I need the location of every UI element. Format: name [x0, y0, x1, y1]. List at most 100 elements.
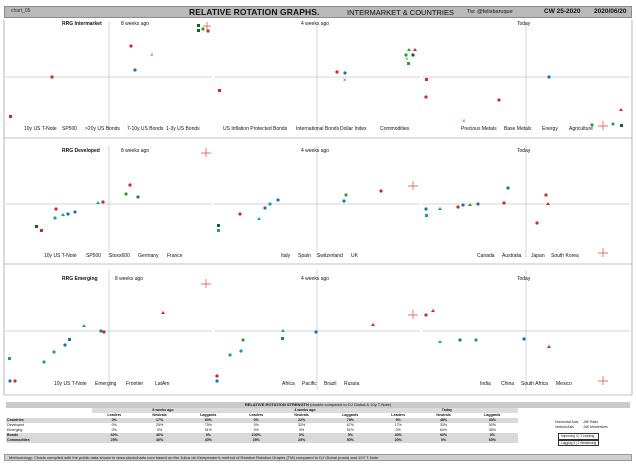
marker [408, 310, 418, 319]
table-cell: 60% [420, 433, 467, 438]
legend-item: 10y US T-Note [24, 126, 57, 132]
marker [476, 202, 480, 206]
marker [63, 343, 67, 347]
legend-item: India [480, 381, 491, 387]
marker [547, 75, 551, 79]
table-cell: 25% [278, 438, 325, 443]
legend-item: 1-3y US Bonds [166, 126, 200, 132]
marker [35, 225, 38, 228]
marker [218, 89, 221, 92]
table-row: Emerging 0% 9% 91% 0% 9% 91% 0% 64% 36% [6, 428, 518, 433]
marker [101, 200, 105, 204]
marker [413, 48, 417, 51]
table-cell: 33% [439, 423, 448, 427]
marker [407, 62, 410, 65]
panel-label: 8 weeks ago [115, 276, 144, 282]
marker [431, 309, 435, 312]
legend-item: Russia [344, 381, 360, 387]
marker [201, 27, 205, 31]
marker [217, 224, 220, 227]
marker [82, 324, 86, 327]
marker [438, 340, 442, 343]
panel-label: 8 weeks ago [121, 21, 150, 27]
marker [42, 360, 46, 364]
legend-item: Africa [282, 381, 295, 387]
table-row: Countries 0% 17% 83% 0% 22% 78% 9% 48% 43% [6, 418, 518, 423]
marker [228, 353, 232, 357]
table-cell: 33% [297, 423, 306, 427]
table-cell: 60% [466, 438, 518, 443]
legend-item: Brazil [324, 381, 337, 387]
marker [8, 357, 11, 360]
marker [96, 201, 100, 204]
row2-markers [35, 148, 608, 257]
marker [52, 350, 56, 354]
marker [215, 379, 219, 383]
table-group-header: 8 weeks ago [92, 408, 234, 413]
strength-table-title-text: RELATIVE ROTATION STRENGTH [244, 402, 309, 407]
table-cell: 43% [466, 418, 518, 423]
legend-item: 10y US T-Note [54, 381, 87, 387]
legend-item: Japan [531, 253, 545, 259]
chart-id: chart_05 [11, 8, 31, 14]
marker [61, 213, 65, 216]
marker [535, 221, 539, 225]
marker [276, 198, 280, 202]
table-cell: 9% [375, 418, 421, 423]
marker [239, 349, 243, 353]
table-cell: 36% [488, 428, 496, 432]
marker [371, 323, 375, 326]
table-cell: 40% [136, 433, 183, 438]
marker: × [343, 78, 347, 84]
panel-label: 8 weeks ago [121, 148, 150, 154]
marker [128, 183, 132, 187]
table-cell: 9% [157, 428, 163, 432]
strength-table-body: Countries 0% 17% 83% 0% 22% 78% 9% 48% 43% Develop… [6, 418, 518, 443]
marker [424, 207, 428, 211]
marker [424, 95, 428, 99]
calendar-week: CW 25-2020 [544, 8, 581, 15]
table-cell: 0% [253, 428, 259, 432]
marker [203, 22, 211, 30]
table-cell: 75% [204, 423, 212, 427]
panel-label: Today [517, 148, 531, 154]
row-name: Countries [6, 418, 92, 423]
table-cell: 0% [420, 438, 467, 443]
marker [547, 345, 551, 348]
table-cell: 64% [439, 428, 448, 432]
marker [502, 201, 506, 205]
legend-item: South Africa [521, 381, 548, 387]
table-group-header: 4 weeks ago [233, 408, 376, 413]
legend-item: Mexico [556, 381, 572, 387]
table-cell: 40% [136, 438, 183, 443]
table-cell: 0% [395, 428, 401, 432]
marker [238, 212, 242, 216]
legend-item: China [501, 381, 515, 387]
legend-item: SP500 [62, 126, 78, 132]
legend-item: Canada [477, 253, 495, 259]
quadrant-top: Improving 4 | 1 Leading [558, 433, 600, 440]
h-axis-value: JdK Ratio [583, 420, 599, 424]
marker [425, 78, 428, 81]
legend-item: France [167, 253, 183, 259]
marker [73, 210, 77, 214]
marker [13, 379, 17, 383]
marker [54, 207, 58, 211]
marker [546, 202, 550, 205]
legend-item: LatAm [155, 381, 170, 387]
legend-item: Agriculture [569, 126, 593, 132]
twitter-handle[interactable]: Tw: @felixbaruque [467, 9, 513, 15]
col-header: Leaders [391, 413, 406, 417]
marker [281, 337, 284, 340]
table-cell: 22% [278, 418, 325, 423]
marker [598, 248, 608, 257]
panel-label: 4 weeks ago [301, 21, 330, 27]
panel-label: 4 weeks ago [301, 276, 330, 282]
table-cell: 40% [182, 438, 234, 443]
marker [456, 205, 460, 209]
table-cell: 48% [420, 418, 467, 423]
legend-item: Australia [502, 253, 522, 259]
marker [590, 123, 594, 127]
legend-item: Switzerland [317, 253, 343, 259]
marker [411, 53, 415, 57]
